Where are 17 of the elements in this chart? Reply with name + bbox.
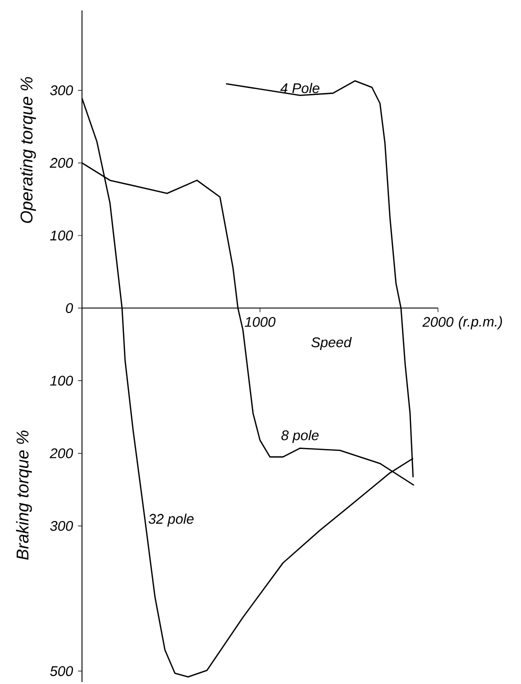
y-tick-label: 300	[50, 85, 74, 96]
y-tick-label: 0	[66, 303, 74, 314]
y-tick-label: 200	[50, 448, 74, 458]
y-tick-label: 100	[50, 230, 74, 240]
x-tick-label: 2000	[422, 316, 454, 327]
y-tick-label: 200	[50, 158, 74, 168]
x-tick-label: 1000	[244, 316, 276, 327]
text: Braking torque %	[16, 430, 32, 560]
series-label: 32 pole	[148, 514, 194, 527]
y-tick-label: 100	[50, 376, 74, 386]
text: (r.p.m.)	[458, 316, 502, 330]
y-axis-title: Operating torque %	[20, 77, 36, 223]
series-label: 8 pole	[281, 430, 319, 444]
y-tick-label: 500	[50, 666, 74, 676]
y-tick-label: 300	[50, 520, 74, 531]
x-axis-title: Speed	[311, 336, 352, 350]
series-label: 4 Pole	[280, 82, 320, 94]
